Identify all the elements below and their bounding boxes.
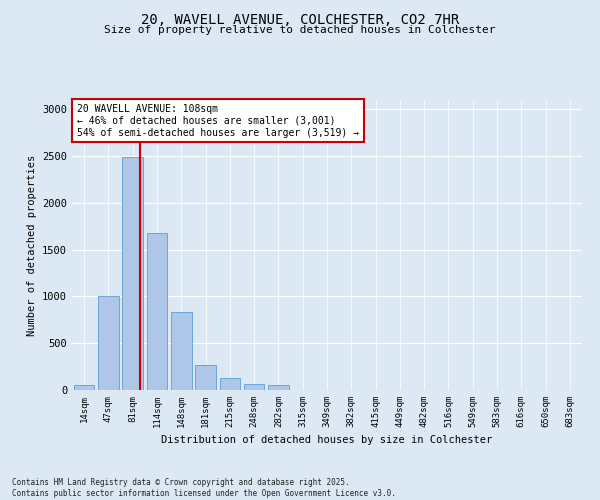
Bar xyxy=(220,378,240,390)
Y-axis label: Number of detached properties: Number of detached properties xyxy=(26,154,37,336)
Text: Contains HM Land Registry data © Crown copyright and database right 2025.
Contai: Contains HM Land Registry data © Crown c… xyxy=(12,478,396,498)
Bar xyxy=(244,384,265,390)
Text: Size of property relative to detached houses in Colchester: Size of property relative to detached ho… xyxy=(104,25,496,35)
Bar xyxy=(98,296,119,390)
X-axis label: Distribution of detached houses by size in Colchester: Distribution of detached houses by size … xyxy=(161,436,493,446)
Bar xyxy=(171,312,191,390)
Text: 20 WAVELL AVENUE: 108sqm
← 46% of detached houses are smaller (3,001)
54% of sem: 20 WAVELL AVENUE: 108sqm ← 46% of detach… xyxy=(77,104,359,138)
Bar xyxy=(122,157,143,390)
Bar xyxy=(74,385,94,390)
Text: 20, WAVELL AVENUE, COLCHESTER, CO2 7HR: 20, WAVELL AVENUE, COLCHESTER, CO2 7HR xyxy=(141,12,459,26)
Bar xyxy=(195,365,216,390)
Bar xyxy=(146,233,167,390)
Bar xyxy=(268,386,289,390)
